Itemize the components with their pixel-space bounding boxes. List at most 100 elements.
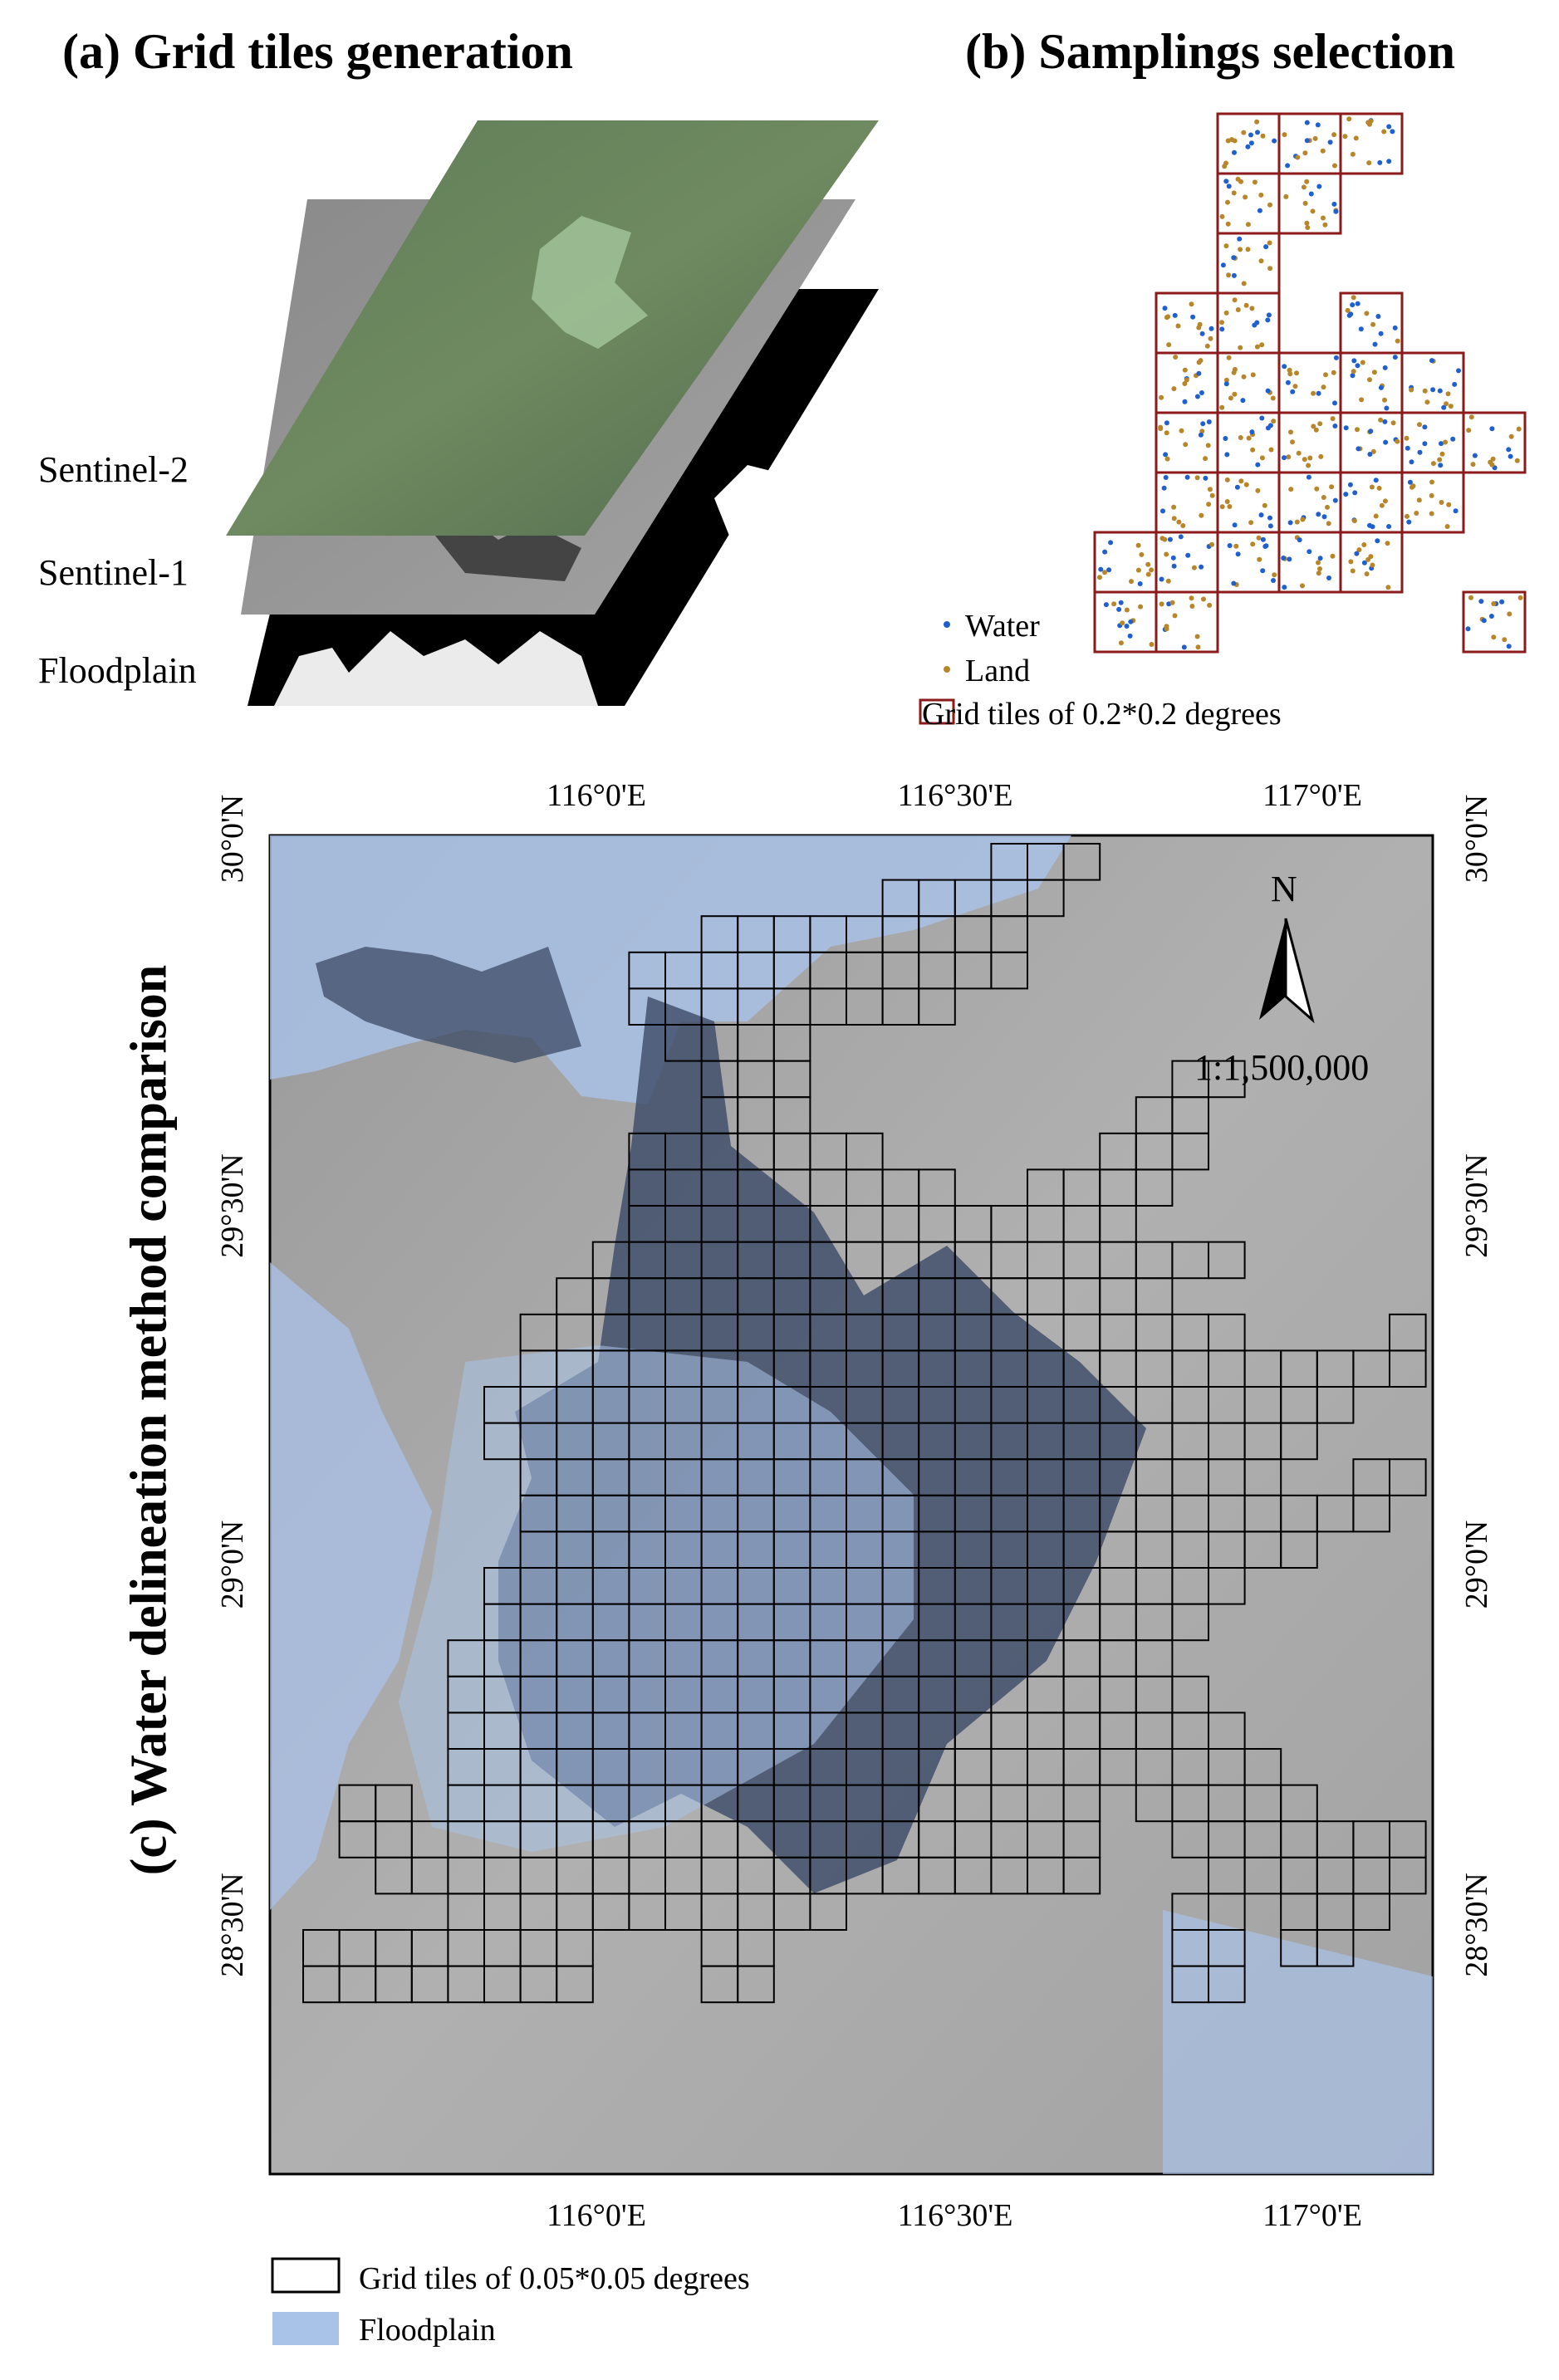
sample-point [1316,571,1321,576]
sample-point [1178,534,1184,540]
bottom-tick-label: 117°0'E [1262,2198,1362,2233]
sample-point [1383,439,1389,445]
sample-point [1250,372,1256,378]
sample-point [1182,381,1188,386]
sample-point [1304,120,1310,125]
sample-point [1208,326,1214,331]
sample-point [1331,370,1336,375]
sample-point [1223,243,1229,249]
sample-point [1285,163,1291,169]
sample-point [1379,502,1385,508]
sample-point [1370,321,1376,327]
sample-point [1232,297,1238,303]
sample-point [1311,424,1316,429]
sample-point [1197,321,1203,327]
sample-point [1370,562,1375,568]
sample-point [1292,384,1298,389]
coarse-tile [1339,531,1404,594]
sample-point [1283,193,1289,199]
floodplain-central [399,1345,914,1852]
sample-point [1333,208,1339,214]
sample-point [1137,581,1143,586]
sample-point [1315,122,1321,128]
sample-point [1171,516,1177,522]
sample-point [1375,538,1380,544]
sample-point [1304,138,1310,144]
sample-point [1135,567,1141,573]
coarse-tile [1462,411,1527,474]
sample-point [1321,384,1326,390]
sample-point [1350,568,1356,574]
sample-point [1444,401,1449,407]
sample-point [1332,163,1337,169]
sample-point [1287,556,1292,562]
sample-point [1439,451,1445,457]
sample-point [1164,551,1169,557]
sample-point [1317,421,1323,427]
sample-point [1350,302,1356,308]
sample-point [1195,644,1201,650]
sample-point [1368,428,1374,434]
sample-point [1166,342,1172,348]
sample-point [1430,461,1436,467]
sample-point [1508,453,1513,459]
sample-point [1456,368,1461,374]
sample-point [1208,335,1213,341]
floodplain-west [270,1262,432,1910]
sample-point [1200,421,1206,427]
sample-point [1163,475,1169,480]
sample-point [1149,567,1155,573]
sample-point [1118,600,1124,605]
sample-point [1517,595,1523,600]
sample-point [1189,595,1194,601]
sample-point [1254,119,1260,125]
sample-point [1265,388,1271,394]
sample-point [1238,345,1243,350]
sentinel-2-lake [532,216,648,349]
sample-point [1382,365,1388,370]
sample-point [1161,485,1167,491]
sample-point [1323,372,1328,378]
fine-tile [1352,1893,1391,1931]
sample-point [1355,427,1360,433]
sample-point [1237,236,1243,242]
right-tick-label: 28°30'N [1459,1873,1494,1977]
sample-point [1488,614,1494,619]
sample-point [1149,642,1155,647]
legend-coarse-tile-swatch [919,698,955,725]
sample-point [1348,559,1354,565]
sample-point [1376,485,1382,491]
sample-point [1437,388,1443,394]
sample-point [1254,320,1260,326]
sample-point [1506,447,1512,453]
sample-point [1350,373,1356,379]
sample-point [1199,428,1205,434]
coarse-tile [1216,411,1281,474]
sample-point [1098,566,1104,572]
sample-point [1351,358,1357,364]
sample-point [1127,633,1133,639]
legend-land-dot [944,666,950,673]
sample-point [1490,456,1496,462]
sample-point [1263,244,1269,250]
sample-point [1249,306,1255,311]
sample-point [1373,513,1379,519]
sample-point [1392,325,1398,331]
sample-point [1330,553,1336,559]
sample-point [1108,540,1114,546]
sample-point [1301,184,1307,190]
sample-point [1179,428,1184,433]
sample-point [1352,490,1358,496]
sample-point [1235,551,1241,557]
sample-point [1332,400,1337,406]
fine-tile [1208,1965,1246,2004]
sample-point [1226,184,1232,189]
legend-land-label: Land [965,654,1030,688]
sample-point [1318,453,1324,459]
sample-point [1194,634,1200,639]
river-yangtze [316,947,581,1063]
sample-point [1282,455,1287,461]
sample-point [1097,575,1102,580]
sample-point [1468,595,1473,600]
